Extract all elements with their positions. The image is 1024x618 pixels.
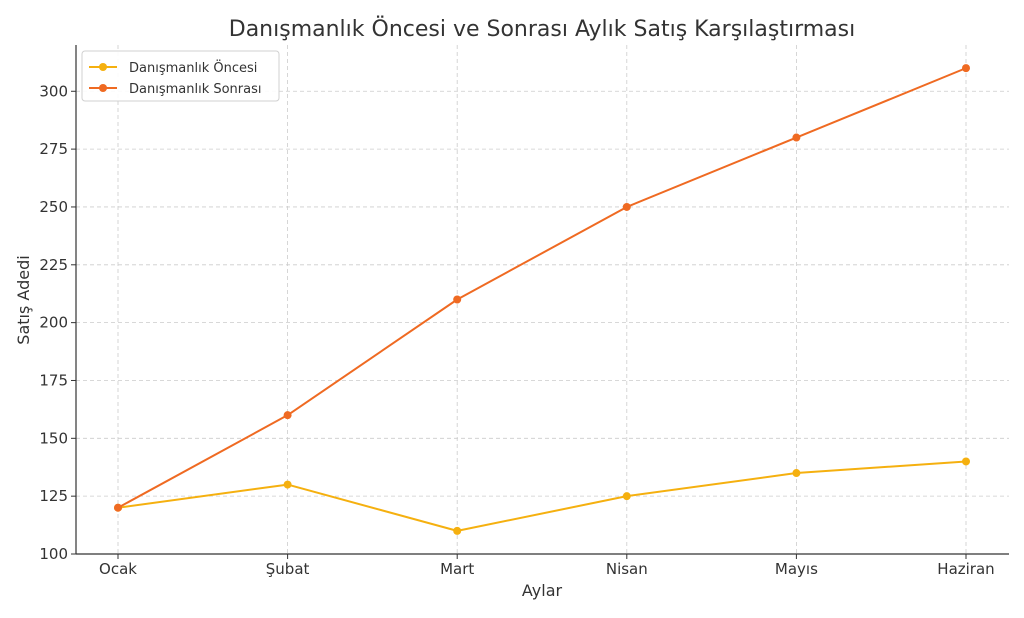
- legend-swatch-marker: [99, 84, 107, 92]
- x-tick-label: Mart: [440, 560, 474, 578]
- data-point: [792, 469, 801, 478]
- series-2: [114, 64, 970, 512]
- y-tick-label: 100: [39, 545, 68, 563]
- data-point: [283, 480, 292, 489]
- data-point: [453, 295, 462, 304]
- y-tick-label: 225: [39, 256, 68, 274]
- y-tick-label: 250: [39, 198, 68, 216]
- y-tick-label: 125: [39, 487, 68, 505]
- legend-label: Danışmanlık Öncesi: [129, 59, 257, 76]
- x-tick-label: Nisan: [606, 560, 648, 578]
- legend-box: [81, 50, 280, 102]
- y-tick-label: 300: [39, 82, 68, 100]
- y-tick-label: 150: [39, 429, 68, 447]
- chart-title: Danışmanlık Öncesi ve Sonrası Aylık Satı…: [229, 16, 855, 42]
- data-point: [283, 411, 292, 420]
- y-axis-label: Satış Adedi: [14, 255, 33, 344]
- data-point: [962, 457, 970, 466]
- x-tick-label: Ocak: [99, 560, 137, 578]
- data-point: [622, 492, 631, 501]
- data-point: [792, 133, 801, 142]
- x-tick-label: Haziran: [937, 560, 994, 578]
- grid: [76, 45, 1009, 554]
- x-axis-label: Aylar: [522, 581, 563, 600]
- legend: Danışmanlık Öncesi Danışmanlık Sonrası: [81, 50, 280, 102]
- axes: 100 125 150 175 200 225 250 275 300 Ocak Şubat Mart…: [39, 45, 1009, 578]
- x-tick-label: Şubat: [266, 560, 310, 578]
- data-point: [962, 64, 970, 73]
- legend-swatch-marker: [99, 63, 107, 71]
- x-tick-label: Mayıs: [775, 560, 818, 578]
- y-tick-label: 200: [39, 314, 68, 332]
- data-point: [453, 526, 462, 535]
- series-1: [114, 457, 970, 535]
- y-tick-label: 175: [39, 371, 68, 389]
- series-group: [114, 64, 970, 535]
- legend-label: Danışmanlık Sonrası: [129, 82, 262, 97]
- data-point: [622, 202, 631, 211]
- series-line: [117, 460, 967, 532]
- data-point: [114, 503, 122, 512]
- y-tick-label: 275: [39, 140, 68, 158]
- series-line: [117, 67, 967, 509]
